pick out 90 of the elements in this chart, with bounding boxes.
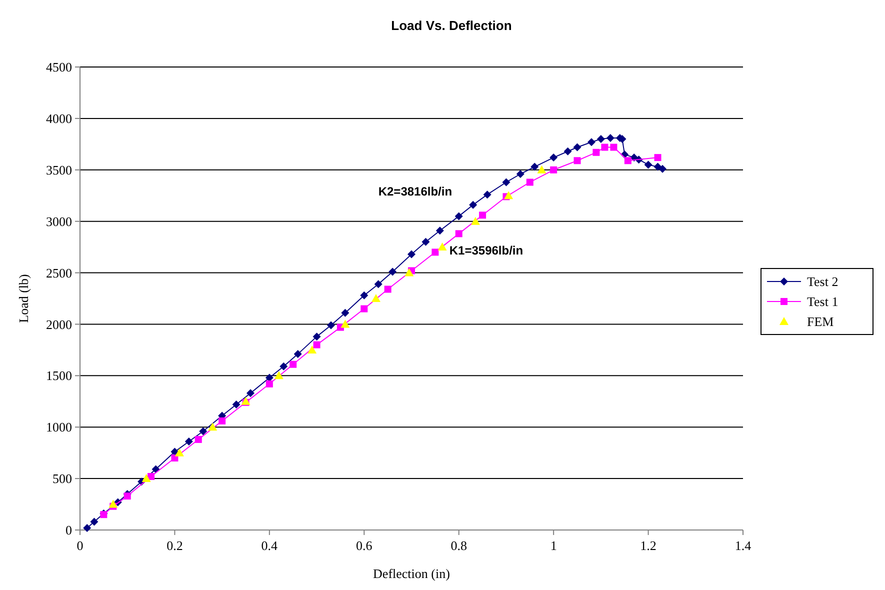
point: [326, 321, 335, 330]
point: [374, 280, 382, 288]
point: [592, 148, 600, 156]
x-tick-label: 0.8: [450, 538, 467, 553]
point: [596, 135, 605, 144]
point: [624, 157, 632, 164]
y-tick-label: 2500: [46, 265, 72, 280]
x-tick-label: 0: [76, 538, 84, 553]
point: [148, 473, 155, 480]
point: [184, 438, 193, 446]
point: [290, 360, 297, 368]
point: [199, 427, 208, 436]
point: [550, 166, 558, 174]
point: [360, 305, 368, 312]
point: [526, 178, 534, 186]
point: [470, 216, 480, 225]
y-axis-title: Load (lb): [16, 274, 31, 323]
x-tick-label: 0.4: [261, 538, 278, 553]
point: [294, 350, 302, 358]
point: [454, 212, 463, 220]
y-tick-label: 1000: [46, 420, 72, 435]
point: [312, 332, 321, 341]
point: [587, 138, 596, 146]
point: [573, 143, 582, 152]
point: [83, 524, 92, 532]
point: [644, 160, 652, 169]
point: [432, 248, 439, 256]
point: [502, 178, 510, 186]
point: [422, 238, 430, 246]
point: [218, 417, 226, 424]
point: [537, 165, 546, 174]
point: [90, 518, 98, 526]
point: [483, 190, 492, 199]
point: [371, 294, 380, 302]
y-tick-label: 3500: [46, 162, 72, 178]
point: [313, 341, 320, 348]
point: [124, 492, 131, 500]
point: [606, 134, 614, 142]
point: [504, 191, 514, 200]
point: [516, 170, 524, 178]
point: [436, 226, 444, 235]
x-axis-title: Deflection (in): [373, 566, 450, 581]
point: [308, 345, 317, 354]
point: [208, 422, 218, 431]
point: [280, 362, 288, 370]
point: [610, 144, 618, 151]
y-tick-label: 4000: [46, 110, 72, 126]
y-tick-label: 3000: [46, 214, 72, 229]
point: [266, 380, 273, 388]
x-tick-label: 1.4: [734, 538, 752, 553]
y-tick-label: 1500: [46, 368, 72, 384]
point: [658, 164, 666, 173]
annotation: K2=3816lb/in: [378, 184, 452, 199]
point: [142, 474, 151, 482]
point: [404, 268, 414, 276]
point: [469, 200, 478, 209]
point: [108, 500, 118, 508]
point: [530, 162, 539, 171]
point: [455, 230, 462, 238]
annotation: K1=3596lb/in: [449, 243, 524, 258]
point: [479, 212, 486, 219]
point: [564, 147, 572, 156]
point: [654, 154, 662, 162]
x-tick-label: 0.2: [166, 538, 183, 553]
chart-title: Load Vs. Deflection: [391, 18, 512, 33]
point: [340, 320, 350, 328]
point: [246, 389, 254, 398]
point: [274, 371, 284, 380]
legend-label: FEM: [807, 314, 834, 330]
x-tick-label: 0.6: [356, 538, 373, 553]
point: [384, 286, 392, 293]
x-tick-label: 1: [550, 538, 557, 553]
point: [174, 448, 184, 456]
y-tick-label: 4500: [46, 60, 72, 75]
x-tick-label: 1.2: [640, 538, 656, 553]
point: [408, 250, 416, 258]
point: [388, 268, 397, 276]
point: [341, 308, 350, 317]
point: [550, 154, 558, 162]
legend-label: Test 2: [807, 274, 838, 290]
point: [360, 291, 368, 300]
y-tick-label: 2000: [46, 316, 72, 332]
point: [601, 144, 608, 151]
point: [438, 242, 447, 251]
point: [232, 400, 240, 408]
legend-label: Test 1: [807, 294, 838, 310]
point: [574, 157, 581, 164]
point: [194, 436, 202, 443]
y-tick-label: 500: [52, 471, 72, 486]
y-tick-label: 0: [66, 522, 72, 538]
